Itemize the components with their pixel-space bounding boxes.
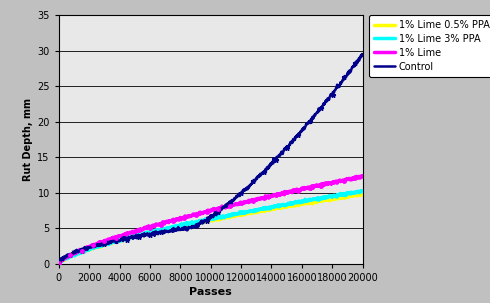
1% Lime <box>233 203 239 206</box>
1% Lime 3% PPA <box>249 209 255 213</box>
1% Lime 0.5% PPA <box>74 251 80 255</box>
1% Lime 3% PPA <box>56 262 62 265</box>
Control <box>318 106 324 110</box>
1% Lime <box>57 261 63 265</box>
1% Lime 0.5% PPA <box>286 204 292 208</box>
Control <box>241 188 246 192</box>
1% Lime 0.5% PPA <box>249 211 255 215</box>
1% Lime 0.5% PPA <box>240 213 246 217</box>
Y-axis label: Rut Depth, mm: Rut Depth, mm <box>23 98 33 181</box>
1% Lime 0.5% PPA <box>318 199 323 203</box>
1% Lime <box>75 250 81 253</box>
Control <box>75 249 81 253</box>
1% Lime <box>241 201 246 204</box>
1% Lime 0.5% PPA <box>232 214 238 218</box>
Line: Control: Control <box>59 54 363 263</box>
1% Lime <box>318 185 324 189</box>
Control <box>56 261 62 265</box>
Control <box>287 143 293 146</box>
Line: 1% Lime 0.5% PPA: 1% Lime 0.5% PPA <box>59 192 363 263</box>
Control <box>360 53 366 56</box>
Line: 1% Lime 3% PPA: 1% Lime 3% PPA <box>59 191 363 264</box>
1% Lime <box>250 199 256 203</box>
Legend: 1% Lime 0.5% PPA, 1% Lime 3% PPA, 1% Lime, Control: 1% Lime 0.5% PPA, 1% Lime 3% PPA, 1% Lim… <box>368 15 490 77</box>
1% Lime 3% PPA <box>318 197 323 200</box>
Control <box>233 196 239 200</box>
1% Lime 3% PPA <box>240 211 246 214</box>
Control <box>359 52 365 56</box>
1% Lime <box>360 175 366 178</box>
1% Lime <box>56 261 62 265</box>
1% Lime 3% PPA <box>360 189 366 192</box>
1% Lime <box>359 174 365 178</box>
Control <box>250 179 256 183</box>
1% Lime 3% PPA <box>286 202 292 205</box>
1% Lime 3% PPA <box>74 252 80 255</box>
1% Lime 0.5% PPA <box>56 261 62 265</box>
Line: 1% Lime: 1% Lime <box>59 176 363 263</box>
1% Lime 3% PPA <box>232 212 238 216</box>
Control <box>56 260 62 264</box>
X-axis label: Passes: Passes <box>189 287 232 297</box>
1% Lime <box>287 189 293 193</box>
1% Lime 0.5% PPA <box>360 192 366 195</box>
1% Lime 0.5% PPA <box>358 190 364 194</box>
